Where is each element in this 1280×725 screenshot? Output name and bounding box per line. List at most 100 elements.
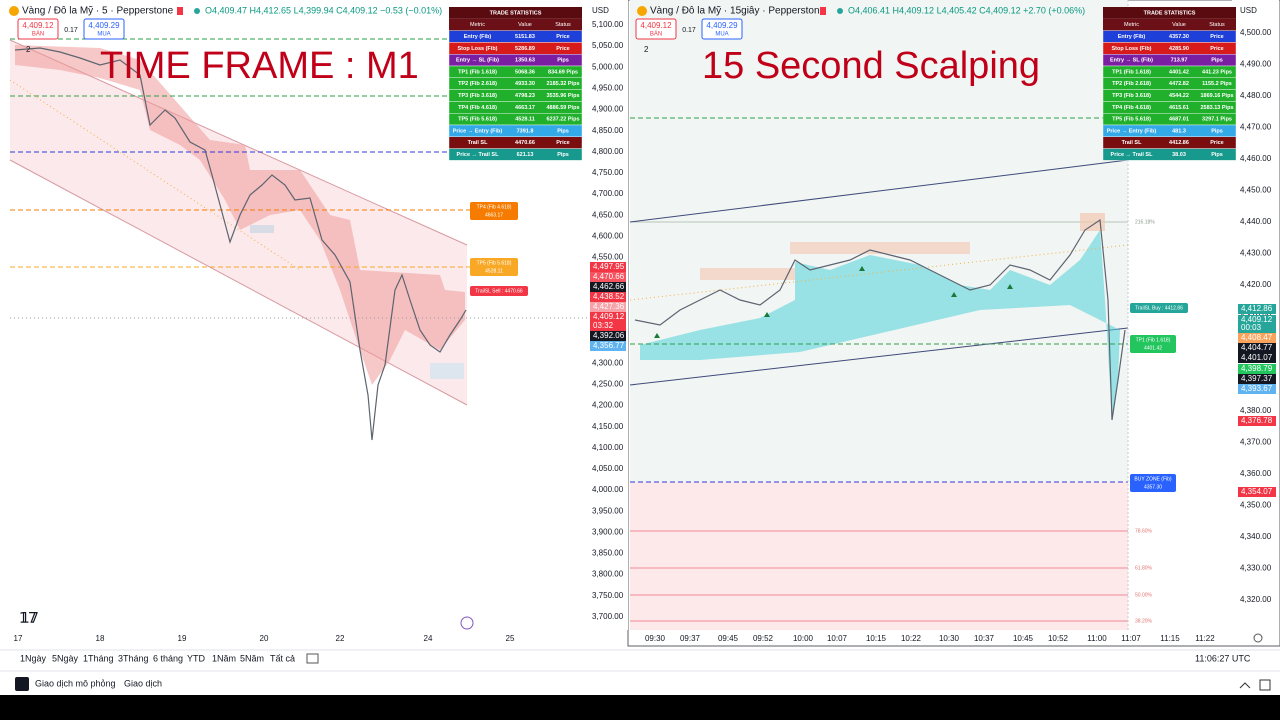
- price-axis-label: 4,300.00: [592, 358, 624, 367]
- trading-tab[interactable]: Giao dịch: [124, 678, 162, 688]
- stats-cell: Price: [556, 140, 569, 146]
- sell-label[interactable]: BÁN: [32, 31, 44, 38]
- stats-column: Value: [518, 22, 532, 28]
- sell-button[interactable]: [17, 18, 59, 40]
- layers-count[interactable]: 2: [26, 45, 31, 54]
- stats-cell: 1869.16 Pips: [1200, 93, 1233, 99]
- buy-label[interactable]: MUA: [97, 32, 110, 38]
- stats-cell: 4285.90: [1169, 46, 1189, 52]
- chart-label: TP4 (Fib 4.618): [477, 204, 512, 210]
- stats-cell: Entry (Fib): [1118, 34, 1146, 40]
- status-dot: [194, 8, 200, 14]
- buy-button[interactable]: [701, 18, 743, 40]
- time-axis-label: 18: [96, 634, 105, 643]
- range-button[interactable]: 1Ngày: [20, 653, 47, 663]
- range-button[interactable]: 5Ngày: [52, 653, 79, 663]
- collapse-icon[interactable]: [1239, 682, 1251, 689]
- price-axis-label: 4,050.00: [592, 464, 624, 473]
- paper-trading-tab[interactable]: Giao dịch mô phỏng: [35, 678, 116, 688]
- stats-cell: TP3 (Fib 3.618): [458, 93, 497, 99]
- price-axis-label: 4,340.00: [1240, 532, 1272, 541]
- price-axis-label: 4,150.00: [592, 422, 624, 431]
- price-axis-label: 4,550.00: [592, 253, 624, 262]
- price-axis-label: 4,460.00: [1240, 154, 1272, 163]
- stats-cell: 4886.59 Pips: [546, 105, 579, 111]
- price-tag-bg: [1238, 364, 1276, 374]
- time-axis-label: 09:52: [753, 634, 774, 643]
- stats-cell: 2185.32 Pips: [546, 81, 579, 87]
- chart-label-bg: [470, 286, 528, 296]
- symbol-icon: [637, 6, 647, 16]
- stats-cell: 713.97: [1171, 58, 1188, 64]
- price-tag: 4,354.07: [1241, 487, 1273, 496]
- chart-label: TrailSL Sell : 4470.66: [475, 288, 523, 294]
- price-tag-bg: [1238, 374, 1276, 384]
- price-tag: 00:03: [1241, 323, 1262, 332]
- price-axis-label: 3,900.00: [592, 527, 624, 536]
- stats-column: Status: [555, 22, 571, 28]
- price-tag-bg: [1238, 416, 1276, 426]
- price-axis-label: 3,950.00: [592, 506, 624, 515]
- price-tag-bg: [590, 312, 626, 322]
- settings-icon[interactable]: [1253, 633, 1263, 643]
- stats-cell: TP1 (Fib 1.618): [458, 69, 497, 75]
- fib-level: 38.20%: [1135, 618, 1153, 624]
- price-tag-bg: [590, 282, 626, 292]
- stats-cell: TP2 (Fib 2.618): [458, 81, 497, 87]
- buy-price[interactable]: 4,409.29: [706, 21, 738, 30]
- fib-level: 216.18%: [1135, 219, 1155, 225]
- symbol: Vàng / Đô la Mỹ · 15giây · Pepperstone: [650, 6, 826, 17]
- letterbox: [0, 695, 1280, 720]
- price-axis-label: 4,850.00: [592, 126, 624, 135]
- chart-label-bg: [1130, 335, 1176, 353]
- range-button[interactable]: 3Tháng: [118, 653, 149, 663]
- price-axis-label: 4,800.00: [592, 147, 624, 156]
- right-chart-drawing: [627, 0, 1280, 647]
- price-axis-label: 5,000.00: [592, 62, 624, 71]
- overlay-title: TIME FRAME : M1: [100, 45, 419, 87]
- buy-label[interactable]: MUA: [715, 32, 728, 38]
- stats-cell: Trail SL: [1122, 140, 1143, 146]
- price-axis-label: 3,850.00: [592, 549, 624, 558]
- spread: 0.17: [64, 27, 78, 34]
- range-button[interactable]: Tất cả: [270, 653, 295, 663]
- range-button[interactable]: 1Tháng: [83, 653, 114, 663]
- time-axis-label: 24: [424, 634, 433, 643]
- price-tag-bg: [1238, 315, 1276, 325]
- price-axis-label: 4,330.00: [1240, 564, 1272, 573]
- sell-price[interactable]: 4,409.12: [640, 21, 672, 30]
- time-axis-label: 09:45: [718, 634, 739, 643]
- stats-cell: Price → Entry (Fib): [453, 128, 503, 134]
- price-tag: 4,393.67: [1241, 384, 1273, 393]
- price-axis-label: 4,900.00: [592, 105, 624, 114]
- time-axis-label: 25: [506, 634, 515, 643]
- stats-row-bg: [1102, 148, 1237, 161]
- time-axis-label: 10:37: [974, 634, 995, 643]
- stats-title: TRADE STATISTICS: [490, 10, 542, 16]
- sell-price[interactable]: 4,409.12: [22, 21, 54, 30]
- stats-column: Metric: [470, 22, 485, 28]
- sell-label[interactable]: BÁN: [650, 31, 662, 38]
- layers-count[interactable]: 2: [644, 45, 649, 54]
- buy-button[interactable]: [83, 18, 125, 40]
- ohlc: O4,409.47 H4,412.65 L4,399.94 C4,409.12 …: [205, 5, 442, 15]
- sell-button[interactable]: [635, 18, 677, 40]
- stats-cell: TP1 (Fib 1.618): [1112, 69, 1151, 75]
- stats-cell: 4470.66: [515, 140, 535, 146]
- price-axis-label: 4,490.00: [1240, 60, 1272, 69]
- lightning-icon: [460, 616, 474, 630]
- price-axis-label: 4,750.00: [592, 168, 624, 177]
- currency: USD: [592, 6, 609, 15]
- buy-price[interactable]: 4,409.29: [88, 21, 120, 30]
- range-button[interactable]: 1Năm: [212, 653, 236, 663]
- stats-cell: 4933.30: [515, 81, 535, 87]
- fib-level: 50.00%: [1135, 592, 1153, 598]
- range-button[interactable]: 5Năm: [240, 653, 264, 663]
- stats-cell: TP4 (Fib 4.618): [458, 105, 497, 111]
- range-button[interactable]: 6 tháng: [153, 653, 183, 663]
- range-button[interactable]: YTD: [187, 653, 206, 663]
- stats-column: Status: [1209, 22, 1225, 28]
- stats-cell: Price → Entry (Fib): [1107, 128, 1157, 134]
- maximize-icon[interactable]: [1259, 679, 1271, 691]
- price-axis-label: 4,950.00: [592, 84, 624, 93]
